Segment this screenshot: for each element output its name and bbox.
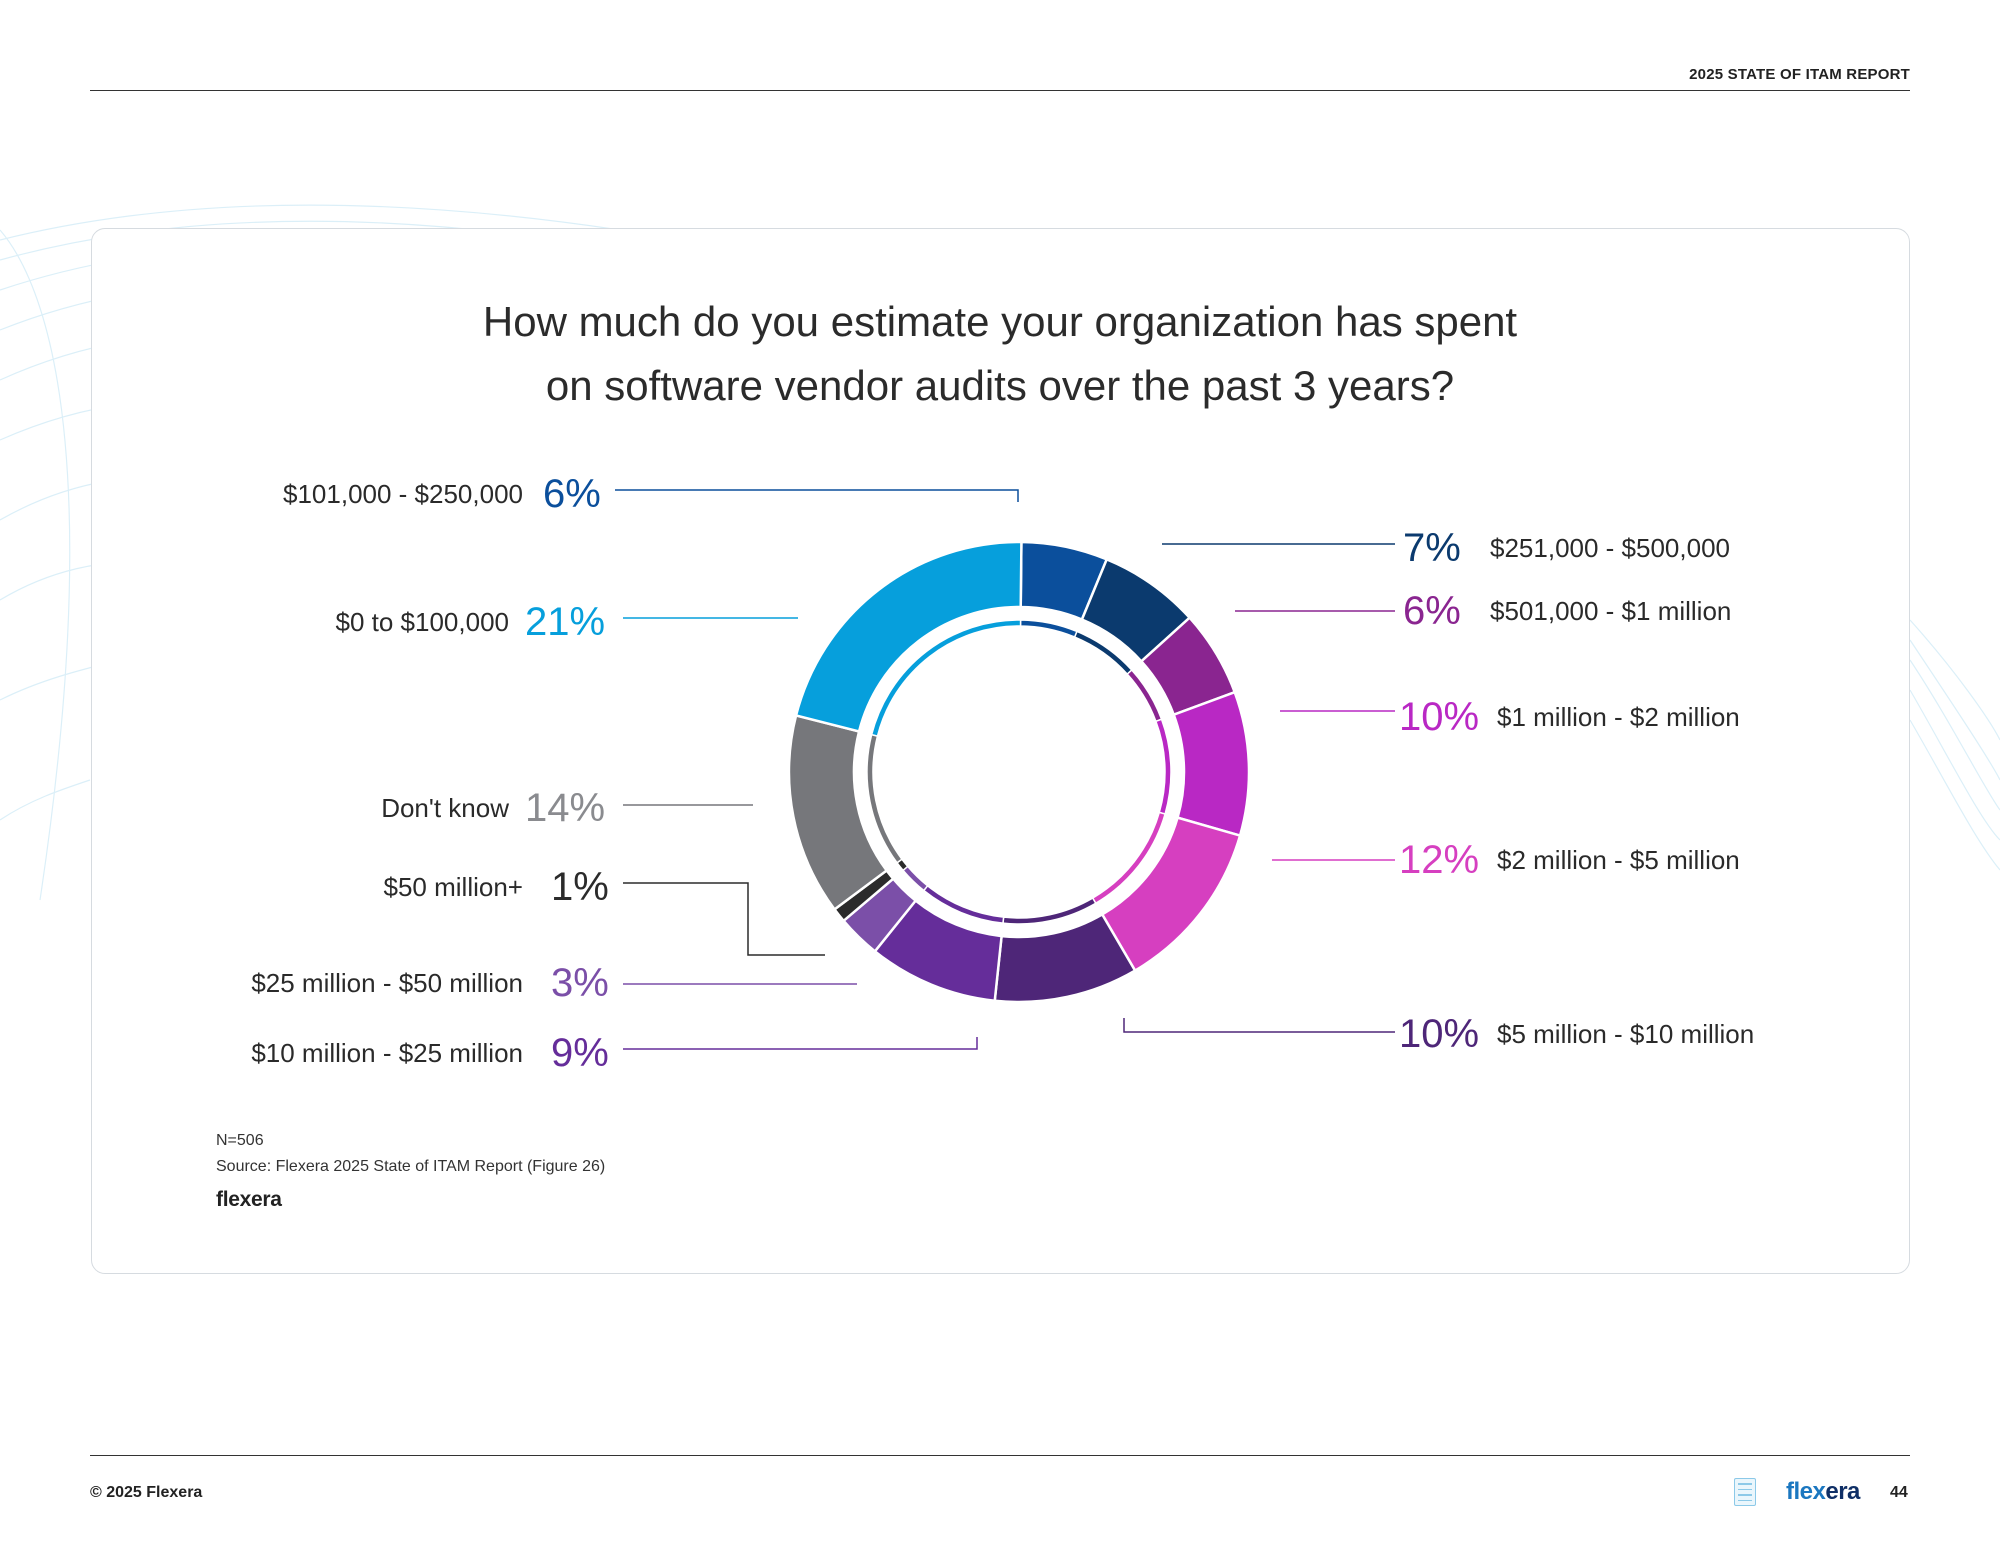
slice-percent-6: 9%: [551, 1031, 609, 1075]
inner-ring-slice-9: [866, 733, 903, 864]
copyright: © 2025 Flexera: [90, 1484, 203, 1501]
slice-percent-8: 1%: [551, 865, 609, 909]
header-divider: [90, 90, 1910, 91]
slice-percent-7: 3%: [551, 961, 609, 1005]
slice-percent-3: 10%: [1399, 695, 1479, 739]
brand-era: era: [1825, 1478, 1860, 1505]
footer-divider: [90, 1455, 1910, 1456]
slice-label-3: $1 million - $2 million: [1497, 702, 1740, 732]
brand-flex: flex: [1786, 1478, 1826, 1505]
inner-ring-slice-7: [902, 865, 929, 892]
leader-line-8: [623, 882, 825, 956]
chart-title: How much do you estimate your organizati…: [0, 290, 2000, 418]
donut-slice-3: [1172, 690, 1251, 838]
inner-ring-slice-0: [1019, 619, 1078, 639]
report-title: 2025 STATE OF ITAM REPORT: [1689, 66, 1910, 83]
slice-label-6: $10 million - $25 million: [251, 1038, 523, 1068]
slice-percent-5: 10%: [1399, 1012, 1479, 1056]
slice-percent-2: 6%: [1403, 589, 1461, 633]
inner-ring-slice-3: [1154, 718, 1172, 815]
slice-percent-10: 21%: [525, 600, 605, 644]
slice-label-9: Don't know: [381, 793, 509, 823]
leader-line-0: [615, 489, 1019, 502]
inner-ring-slice-10: [870, 619, 1022, 738]
leader-line-5: [1123, 1018, 1395, 1033]
slice-percent-9: 14%: [525, 786, 605, 830]
slice-label-5: $5 million - $10 million: [1497, 1019, 1754, 1049]
slice-label-2: $501,000 - $1 million: [1490, 596, 1731, 626]
slice-percent-4: 12%: [1399, 838, 1479, 882]
slice-percent-1: 7%: [1403, 526, 1461, 570]
slice-label-8: $50 million+: [384, 872, 523, 902]
sample-size-note: N=506: [216, 1132, 264, 1149]
chart-title-line-1: How much do you estimate your organizati…: [482, 298, 1518, 345]
flexera-logo[interactable]: flexera: [1786, 1478, 1860, 1506]
leader-line-6: [623, 1037, 978, 1050]
slice-label-10: $0 to $100,000: [336, 607, 510, 637]
slice-label-4: $2 million - $5 million: [1497, 845, 1740, 875]
flexera-logo-small: flexera: [216, 1188, 282, 1211]
chart-title-line-2: on software vendor audits over the past …: [545, 362, 1455, 409]
slice-label-1: $251,000 - $500,000: [1490, 533, 1730, 563]
document-icon[interactable]: [1734, 1478, 1756, 1506]
slice-label-0: $101,000 - $250,000: [283, 479, 523, 509]
donut-slice-10: [794, 540, 1023, 733]
chart-card: [91, 228, 1910, 1274]
slice-label-7: $25 million - $50 million: [251, 968, 523, 998]
source-note: Source: Flexera 2025 State of ITAM Repor…: [216, 1158, 606, 1175]
slice-percent-0: 6%: [543, 472, 601, 516]
page-number: 44: [1890, 1484, 1908, 1501]
inner-ring-slice-5: [1002, 897, 1097, 925]
